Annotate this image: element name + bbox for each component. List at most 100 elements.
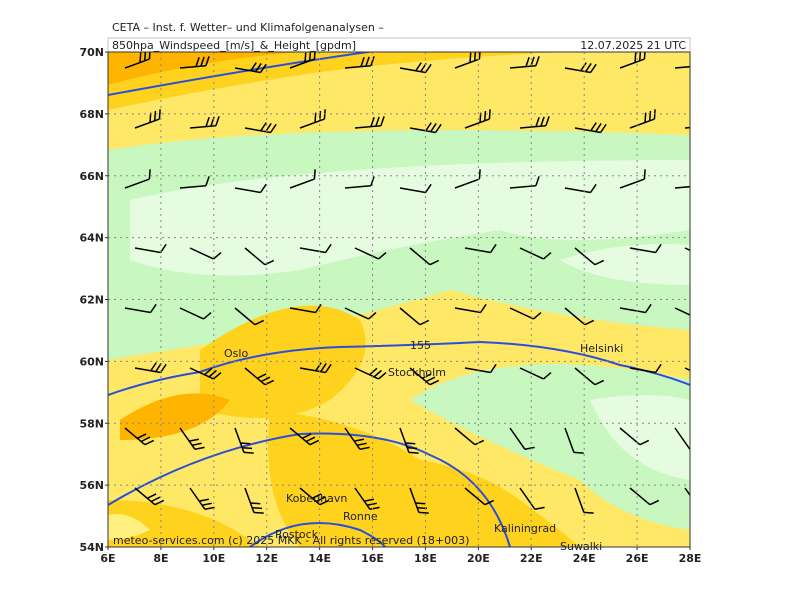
- barb-shaft: [684, 487, 690, 510]
- barb-feather: [590, 122, 597, 132]
- wind-barb: [564, 427, 584, 454]
- barb-feather: [243, 451, 254, 454]
- barb-shaft: [234, 187, 261, 194]
- barb-shaft: [519, 487, 536, 510]
- barb-feather: [418, 511, 429, 514]
- barb-feather: [408, 451, 419, 454]
- wind-barb: [134, 487, 165, 506]
- barb-feather: [421, 373, 432, 379]
- barb-shaft: [674, 427, 690, 450]
- barb-feather: [356, 442, 367, 446]
- barb-feather: [315, 362, 322, 372]
- lon-label: 8E: [153, 552, 168, 565]
- barb-feather: [488, 109, 491, 120]
- contour-label: 155: [410, 339, 431, 352]
- barb-feather: [594, 379, 605, 386]
- barb-feather: [709, 371, 716, 381]
- barb-feather: [419, 319, 430, 326]
- barb-shaft: [574, 367, 596, 386]
- barb-feather: [143, 52, 147, 61]
- wind-barb: [234, 183, 267, 194]
- barb-feather: [634, 52, 637, 63]
- barb-feather: [375, 116, 380, 127]
- lat-label: 64N: [79, 232, 104, 245]
- wind-barb: [409, 122, 442, 134]
- barb-feather: [599, 123, 607, 133]
- barb-feather: [200, 56, 205, 67]
- barb-feather: [430, 123, 437, 133]
- wind-barb: [409, 247, 440, 266]
- barb-feather: [201, 502, 212, 506]
- place-label: Ronne: [343, 510, 378, 523]
- wind-barb: [354, 247, 387, 260]
- wind-barb: [619, 427, 650, 446]
- barb-feather: [259, 63, 267, 73]
- barb-shaft: [564, 307, 586, 326]
- barb-shaft: [454, 178, 480, 189]
- barb-feather: [368, 311, 377, 320]
- barb-feather: [540, 116, 545, 127]
- barb-feather: [240, 560, 250, 567]
- barb-feather: [573, 451, 584, 454]
- place-label: Kobenhavn: [286, 492, 347, 505]
- barb-feather: [255, 63, 262, 73]
- barb-feather: [483, 110, 487, 121]
- barb-shaft: [629, 367, 656, 374]
- barb-feather: [311, 493, 322, 499]
- wind-barb: [179, 176, 210, 189]
- wind-barb: [574, 367, 605, 386]
- barb-feather: [136, 433, 147, 439]
- wind-barb: [189, 367, 222, 380]
- place-label: Rostock: [275, 528, 319, 541]
- barb-feather: [700, 504, 710, 512]
- barb-shaft: [399, 307, 421, 326]
- barb-shaft: [235, 548, 244, 572]
- barb-feather: [137, 551, 146, 560]
- barb-feather: [535, 176, 540, 186]
- barb-feather: [324, 243, 332, 253]
- lon-label: 26E: [626, 552, 649, 565]
- barb-feather: [205, 117, 210, 127]
- barb-feather: [192, 560, 202, 568]
- barb-shaft: [519, 247, 544, 260]
- barb-feather: [205, 176, 210, 186]
- barb-feather: [709, 251, 716, 261]
- barb-feather: [415, 62, 422, 72]
- barb-feather: [195, 564, 205, 572]
- wind-barb: [299, 487, 330, 506]
- barb-feather: [644, 112, 647, 123]
- wind-barb: [454, 303, 487, 314]
- barb-feather: [484, 499, 495, 506]
- wind-barb: [674, 64, 690, 69]
- barb-shaft: [454, 307, 481, 314]
- barb-feather: [424, 63, 432, 73]
- header-institute: CETA – Inst. f. Wetter– und Klimafolgena…: [112, 21, 384, 34]
- barb-feather: [204, 506, 215, 511]
- barb-feather: [380, 116, 385, 126]
- barb-feather: [305, 436, 316, 443]
- wind-barb: [454, 52, 481, 69]
- barb-feather: [369, 506, 380, 511]
- barb-shaft: [464, 367, 491, 374]
- lat-label: 54N: [79, 541, 104, 554]
- wind-barb: [179, 307, 212, 320]
- lon-label: 6E: [100, 552, 115, 565]
- lat-label: 56N: [79, 479, 104, 492]
- header-parameter: 850hpa_Windspeed_[m/s]_&_Height_[gpdm]: [112, 39, 356, 52]
- barb-feather: [644, 303, 652, 313]
- barb-shaft: [354, 247, 379, 260]
- lat-label: 68N: [79, 108, 104, 121]
- barb-feather: [535, 117, 540, 127]
- barb-feather: [580, 62, 587, 72]
- wind-barb: [684, 247, 716, 261]
- barb-feather: [204, 367, 213, 376]
- barb-feather: [700, 176, 705, 185]
- wind-barb: [574, 487, 594, 514]
- barb-shaft: [409, 247, 431, 266]
- barb-shaft: [344, 307, 369, 320]
- wind-barb: [574, 122, 607, 134]
- barb-feather: [269, 123, 277, 133]
- barb-shaft: [509, 307, 534, 320]
- barb-feather: [365, 56, 370, 67]
- barb-feather: [373, 369, 382, 378]
